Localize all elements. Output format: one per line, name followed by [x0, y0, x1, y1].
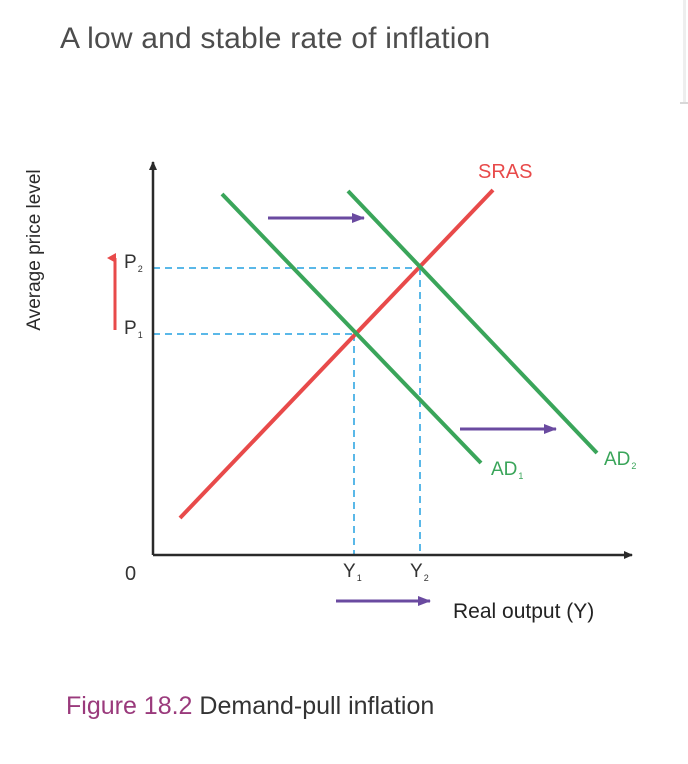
y1-subscript: 1 — [356, 573, 362, 583]
figure-caption-text: Demand-pull inflation — [199, 692, 435, 720]
p2-subscript: 2 — [137, 264, 143, 274]
y2-subscript: 2 — [423, 573, 429, 583]
ad1-subscript: 1 — [518, 471, 524, 481]
figure-number: Figure 18.2 — [66, 692, 193, 720]
y1-label: Y1 — [343, 561, 362, 583]
ad1-label: AD1 — [491, 459, 523, 481]
p2-letter: P — [124, 252, 137, 273]
page-edge-divider — [683, 0, 686, 104]
ad2-curve — [346, 189, 599, 455]
x-axis-label: Real output (Y) — [453, 600, 595, 623]
sras-curve — [178, 188, 495, 520]
ad2-label: AD2 — [604, 449, 636, 471]
ad2-letters: AD — [604, 449, 631, 470]
page-title: A low and stable rate of inflation — [60, 22, 491, 55]
ad1-letters: AD — [491, 459, 518, 480]
p1-subscript: 1 — [137, 330, 143, 340]
y1-letter: Y — [343, 561, 356, 582]
y-axis-label: Average price level — [24, 169, 45, 331]
ad1-curve — [220, 192, 483, 465]
page-edge-tick — [680, 102, 688, 104]
figure-caption: Figure 18.2 Demand-pull inflation — [66, 692, 434, 721]
y2-letter: Y — [410, 561, 423, 582]
p1-label: P1 — [124, 318, 143, 340]
ad2-subscript: 2 — [631, 461, 637, 471]
origin-label: 0 — [125, 563, 137, 585]
sras-label: SRAS — [478, 161, 533, 183]
p2-label: P2 — [124, 252, 143, 274]
p1-letter: P — [124, 318, 137, 339]
y2-label: Y2 — [410, 561, 429, 583]
